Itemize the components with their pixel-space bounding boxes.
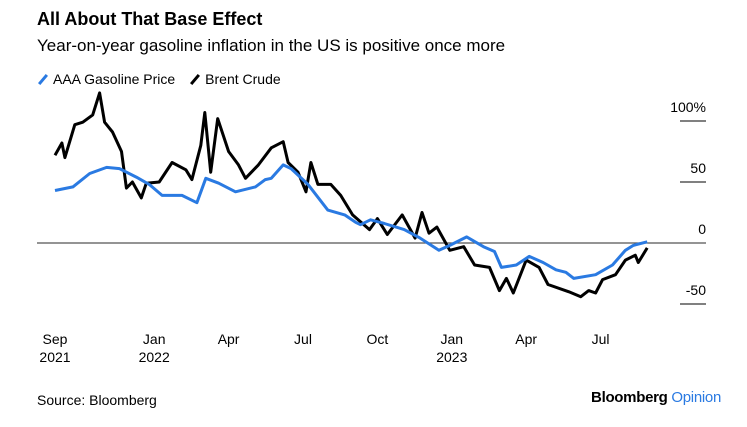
legend-label-gasoline: AAA Gasoline Price bbox=[53, 71, 176, 87]
x-tick-label: Jan bbox=[441, 331, 464, 347]
legend-label-brent: Brent Crude bbox=[205, 71, 281, 87]
x-tick-label: Jul bbox=[294, 331, 312, 347]
bloomberg-opinion-logo: Bloomberg Opinion bbox=[591, 389, 721, 406]
series-line-brent bbox=[53, 91, 649, 299]
source-note: Source: Bloomberg bbox=[37, 392, 157, 408]
logo-accent: Opinion bbox=[671, 389, 721, 406]
x-tick-year: 2023 bbox=[436, 349, 467, 365]
y-tick-label: -50 bbox=[686, 282, 706, 298]
legend: AAA Gasoline Price Brent Crude bbox=[37, 71, 289, 87]
logo-main: Bloomberg bbox=[591, 389, 668, 406]
y-tick-label: 0 bbox=[698, 221, 706, 237]
legend-item-brent: Brent Crude bbox=[189, 71, 281, 87]
x-tick-year: 2021 bbox=[39, 349, 70, 365]
chart-title: All About That Base Effect bbox=[37, 9, 263, 29]
x-tick-label: Apr bbox=[218, 331, 240, 347]
y-tick-label: 100% bbox=[670, 99, 706, 115]
series-line-gasoline bbox=[54, 163, 648, 280]
chart-subtitle: Year-on-year gasoline inflation in the U… bbox=[37, 36, 506, 55]
x-tick-label: Apr bbox=[515, 331, 537, 347]
x-tick-label: Jan bbox=[143, 331, 166, 347]
x-tick-label: Jul bbox=[592, 331, 610, 347]
x-tick-year: 2022 bbox=[139, 349, 170, 365]
legend-item-gasoline: AAA Gasoline Price bbox=[37, 71, 175, 87]
x-tick-label: Oct bbox=[367, 331, 389, 347]
y-tick-label: 50 bbox=[690, 160, 706, 176]
x-tick-label: Sep bbox=[43, 331, 68, 347]
